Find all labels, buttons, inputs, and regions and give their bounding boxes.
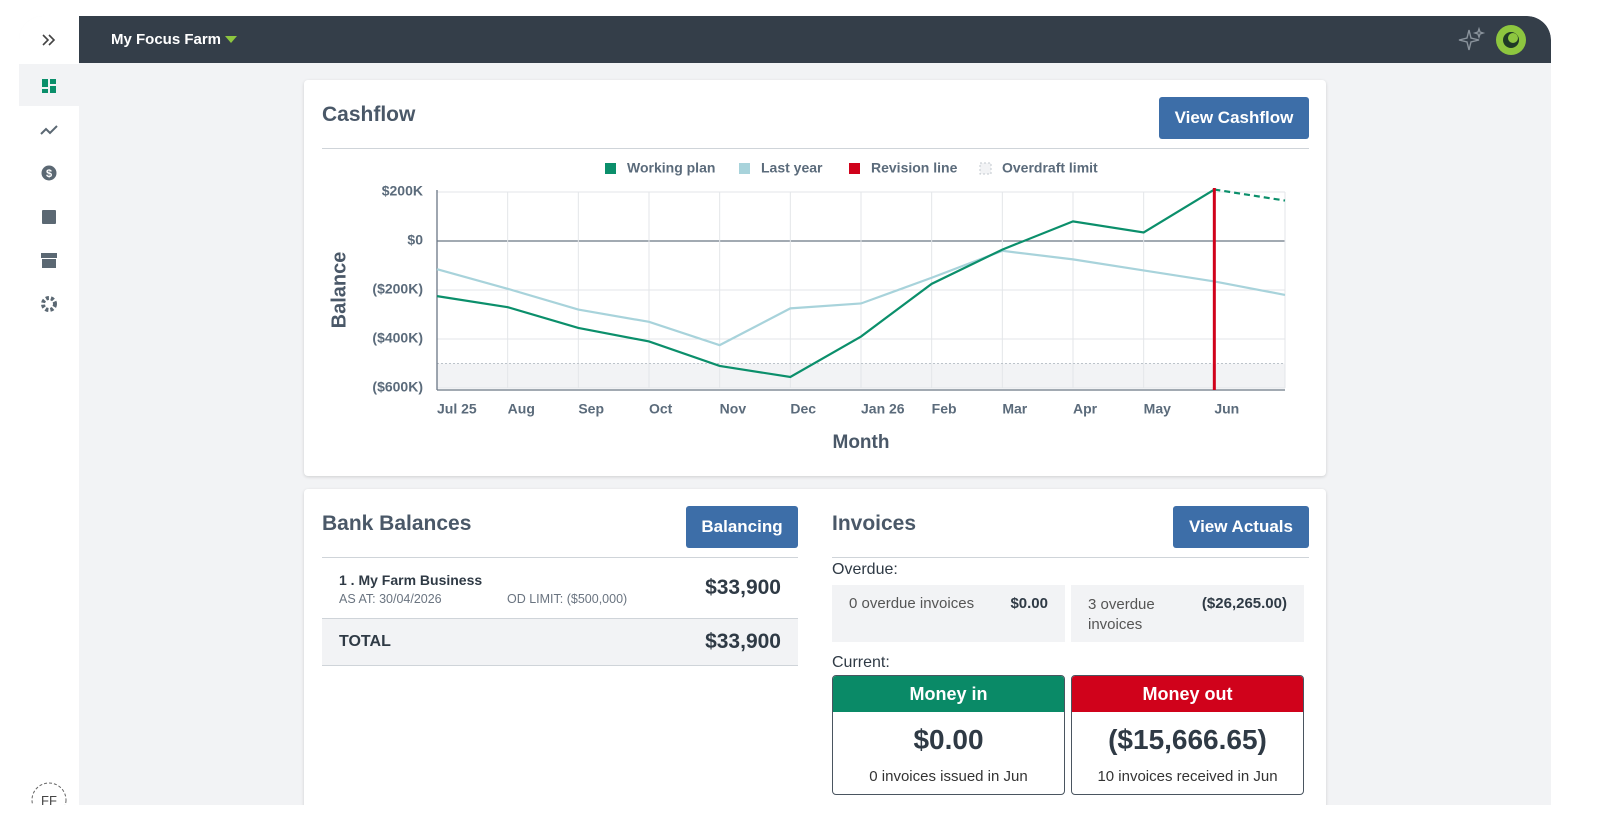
x-tick-label: Feb	[932, 401, 957, 417]
x-tick-label: Mar	[1002, 401, 1027, 417]
x-tick-label: Sep	[578, 401, 604, 417]
x-tick-label: Jan 26	[861, 401, 905, 417]
y-tick-label: ($600K)	[372, 379, 423, 395]
y-axis-label: Balance	[328, 252, 350, 329]
archive-body	[42, 259, 56, 268]
account-name: 1 . My Farm Business	[339, 572, 483, 588]
dashboard-icon[interactable]	[42, 79, 56, 93]
dollar-glyph: $	[46, 168, 52, 180]
dropdown-caret[interactable]	[225, 36, 237, 44]
legend-label: Revision line	[871, 160, 958, 176]
y-tick-label: ($400K)	[372, 330, 423, 346]
series-line	[1214, 188, 1286, 202]
legend-swatch	[739, 163, 750, 174]
y-tick-label: $0	[407, 232, 423, 248]
x-tick-label: Apr	[1073, 401, 1098, 417]
app: $ FF My Focus Farm Cashflow View Cashflo…	[19, 16, 1551, 805]
account-as-at: AS AT: 30/04/2026	[339, 592, 442, 606]
x-tick-label: May	[1144, 401, 1171, 417]
money-out-box: Money out ($15,666.65) 10 invoices recei…	[1071, 675, 1304, 795]
current-label: Current:	[832, 654, 890, 671]
trend-icon[interactable]	[40, 125, 58, 135]
divider	[832, 557, 1309, 558]
balancing-button[interactable]: Balancing	[686, 506, 798, 548]
settings-icon[interactable]	[41, 296, 57, 312]
report-icon[interactable]	[42, 210, 56, 224]
x-tick-label: Jul 25	[437, 401, 477, 417]
money-out-amount: ($15,666.65)	[1108, 724, 1267, 755]
legend-swatch	[979, 162, 992, 175]
farm-name[interactable]: My Focus Farm	[111, 31, 222, 48]
legend-label: Overdraft limit	[1002, 160, 1098, 176]
avatar[interactable]	[31, 782, 67, 805]
overdue-box: 0 overdue invoices $0.00	[832, 585, 1065, 642]
legend-swatch	[605, 163, 616, 174]
series-line	[436, 188, 1215, 379]
x-tick-label: Aug	[508, 401, 535, 417]
bank-title: Bank Balances	[322, 512, 472, 535]
divider	[322, 148, 1309, 149]
overdue-amount: $0.00	[1010, 595, 1048, 612]
overdue-label: Overdue:	[832, 561, 898, 578]
account-od-limit: OD LIMIT: ($500,000)	[507, 592, 628, 606]
sidebar: $ FF	[19, 16, 79, 805]
dollar-icon[interactable]	[41, 165, 57, 181]
money-out-title: Money out	[1072, 676, 1303, 712]
money-in-box: Money in $0.00 0 invoices issued in Jun	[832, 675, 1065, 795]
total-row: TOTAL $33,900	[322, 618, 798, 666]
legend-label: Working plan	[627, 160, 715, 176]
view-cashflow-button[interactable]: View Cashflow	[1159, 97, 1309, 139]
expand-icon[interactable]	[42, 34, 56, 46]
account-balance: $33,900	[705, 576, 781, 599]
money-in-amount: $0.00	[913, 724, 984, 755]
sparkle-icon[interactable]	[1457, 26, 1487, 54]
total-label: TOTAL	[339, 633, 391, 650]
view-actuals-button[interactable]: View Actuals	[1173, 506, 1309, 548]
x-tick-label: Dec	[790, 401, 816, 417]
y-tick-label: ($200K)	[372, 281, 423, 297]
overdue-count: 0 overdue invoices	[849, 595, 975, 612]
avatar-initials: FF	[41, 793, 57, 805]
card-title: Cashflow	[322, 103, 416, 126]
top-bar: My Focus Farm	[79, 16, 1551, 63]
divider	[322, 557, 798, 558]
money-in-title: Money in	[833, 676, 1064, 712]
invoices-title: Invoices	[832, 512, 917, 535]
x-tick-label: Oct	[649, 401, 673, 417]
y-tick-label: $200K	[382, 183, 423, 199]
total-amount: $33,900	[705, 630, 781, 653]
x-tick-label: Nov	[720, 401, 747, 417]
cashflow-card: Cashflow View Cashflow Balance Month ($6…	[304, 80, 1326, 476]
archive-icon[interactable]	[41, 253, 57, 258]
cashflow-chart: Balance Month ($600K) ($400K) ($200K) $0 $20…	[328, 160, 1286, 453]
legend-label: Last year	[761, 160, 823, 176]
x-axis-label: Month	[833, 432, 890, 453]
sidebar-icons: $ FF	[19, 34, 79, 805]
summary-card: Bank Balances Balancing 1 . My Farm Busi…	[304, 489, 1326, 805]
overdue-box: 3 overdue invoices ($26,265.00)	[1071, 585, 1304, 642]
overdue-count: 3 overdue invoices	[1088, 596, 1155, 633]
active-item	[19, 64, 79, 106]
overdue-amount: ($26,265.00)	[1201, 595, 1287, 612]
legend-swatch	[849, 163, 860, 174]
user-avatar[interactable]	[1495, 24, 1527, 56]
money-out-note: 10 invoices received in Jun	[1097, 768, 1278, 785]
x-tick-label: Jun	[1214, 401, 1239, 417]
money-in-note: 0 invoices issued in Jun	[869, 768, 1028, 785]
series-line	[436, 249, 1286, 347]
